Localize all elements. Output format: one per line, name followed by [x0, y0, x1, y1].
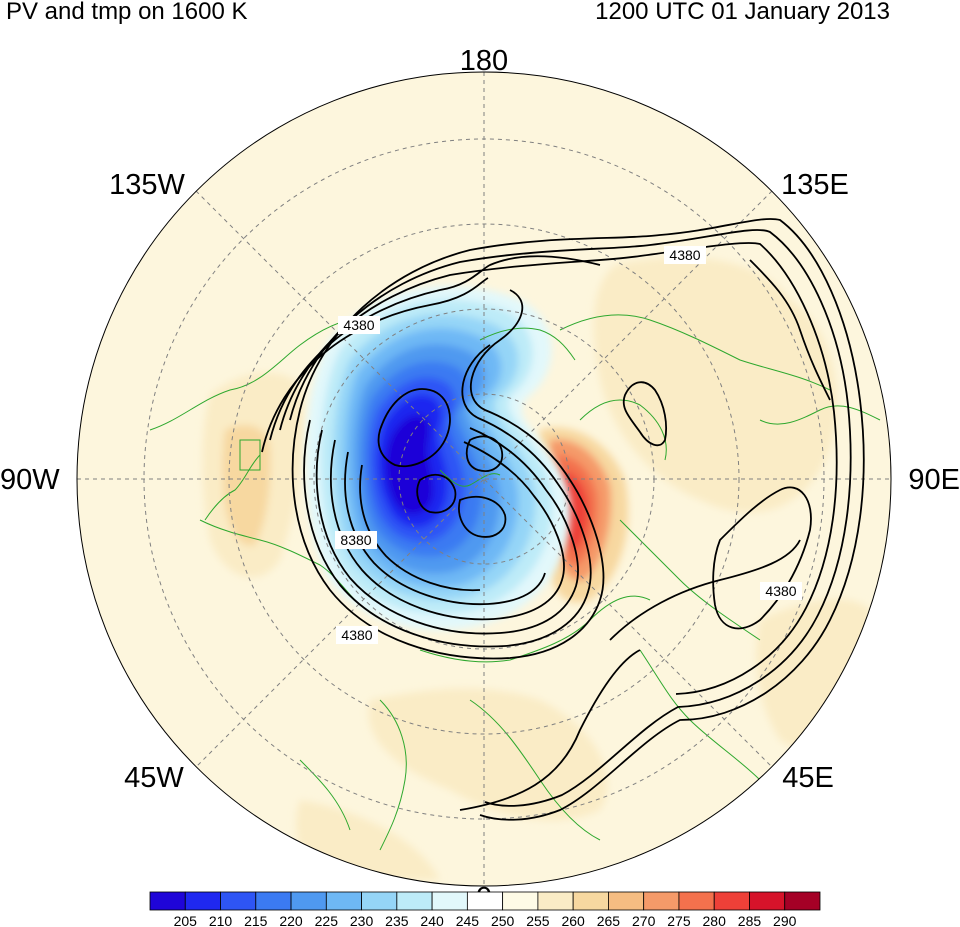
- colorbar-swatch: [502, 891, 539, 911]
- colorbar-tick-label: 240: [420, 913, 444, 927]
- contour-label: 8380: [340, 532, 371, 548]
- longitude-labels: 180 135E 90E 45E 0 45W 90W 135W: [0, 45, 960, 914]
- lon-label-135w: 135W: [109, 169, 185, 201]
- contour-label: 4380: [341, 627, 372, 643]
- colorbar-tick-label: 275: [667, 913, 691, 927]
- lon-label-90e: 90E: [908, 464, 960, 496]
- lon-label-90w: 90W: [0, 464, 60, 496]
- colorbar-tick-label: 220: [279, 913, 303, 927]
- colorbar-tick-label: 235: [385, 913, 409, 927]
- colorbar: 205 210 215 220 225 230 235 240 245 250 255 260 265 2…: [149, 891, 821, 927]
- colorbar-swatch: [325, 891, 362, 911]
- colorbar-swatch: [537, 891, 574, 911]
- colorbar-swatch: [396, 891, 433, 911]
- colorbar-tick-label: 255: [526, 913, 550, 927]
- map-boundary: [76, 71, 892, 887]
- colorbar-tick-label: 225: [315, 913, 339, 927]
- colorbar-swatch: [713, 891, 750, 911]
- lon-label-45w: 45W: [124, 762, 184, 794]
- colorbar-swatch: [431, 891, 468, 911]
- colorbar-tick-label: 230: [350, 913, 374, 927]
- colorbar-swatch: [572, 891, 609, 911]
- colorbar-tick-label: 260: [561, 913, 585, 927]
- colorbar-swatch: [749, 891, 786, 911]
- colorbar-swatch: [361, 891, 398, 911]
- colorbar-swatch: [608, 891, 645, 911]
- colorbar-swatch: [678, 891, 715, 911]
- lon-label-45e: 45E: [782, 762, 834, 794]
- valid-time: 1200 UTC 01 January 2013: [595, 0, 890, 25]
- pv-contours: [261, 218, 865, 821]
- colorbar-swatch: [149, 891, 186, 911]
- colorbar-tick-label: 215: [244, 913, 268, 927]
- colorbar-tick-label: 290: [773, 913, 797, 927]
- colorbar-swatch: [784, 891, 821, 911]
- colorbar-tick-label: 265: [597, 913, 621, 927]
- contour-label: 4380: [765, 583, 796, 599]
- colorbar-tick-label: 280: [703, 913, 727, 927]
- colorbar-tick-label: 210: [209, 913, 233, 927]
- colorbar-tick-label: 205: [174, 913, 198, 927]
- colorbar-swatch: [255, 891, 292, 911]
- colorbar-swatch: [220, 891, 257, 911]
- colorbar-swatch: [643, 891, 680, 911]
- contour-label: 4380: [343, 317, 374, 333]
- colorbar-tick-label: 285: [738, 913, 762, 927]
- colorbar-tick-label: 250: [491, 913, 515, 927]
- coastlines: [149, 314, 881, 851]
- lon-label-135e: 135E: [781, 169, 849, 201]
- colorbar-tick-label: 270: [632, 913, 656, 927]
- colorbar-swatch: [290, 891, 327, 911]
- contour-labels: 4380 4380 8380 4380 4380: [335, 246, 802, 644]
- lon-label-180: 180: [460, 45, 508, 77]
- colorbar-tick-label: 245: [456, 913, 480, 927]
- colorbar-swatch: [466, 891, 504, 911]
- colorbar-swatch: [184, 891, 221, 911]
- map-title: PV and tmp on 1600 K: [6, 0, 248, 25]
- contour-label: 4380: [669, 247, 700, 263]
